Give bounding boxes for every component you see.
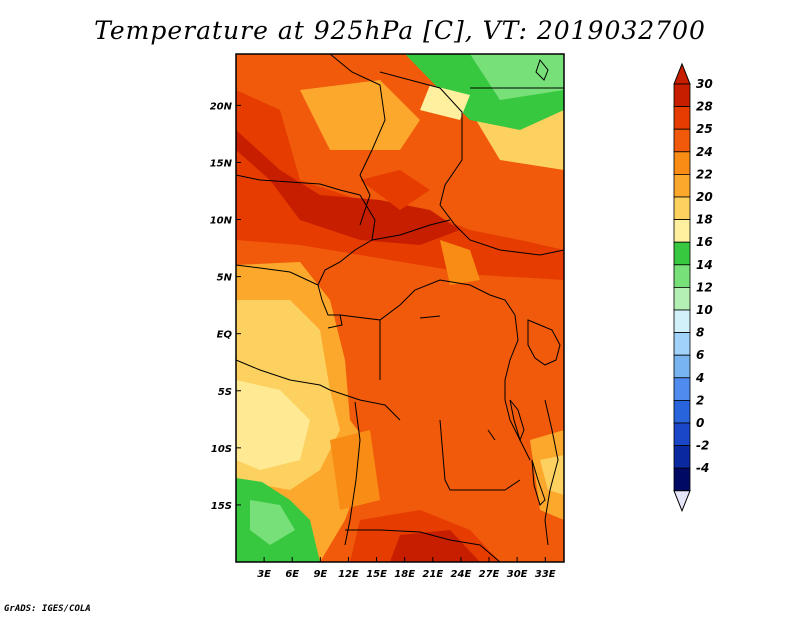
colorbar-swatch — [673, 83, 691, 108]
lat-tick-label: EQ — [217, 330, 233, 341]
longitude-axis: 3E 6E 9E 12E 15E 18E 21E 24E 27E 30E 33E — [257, 557, 556, 580]
colorbar-swatch — [673, 106, 691, 130]
colorbar-label: -4 — [696, 461, 709, 475]
colorbar-label: 14 — [696, 258, 713, 272]
colorbar-swatch — [673, 309, 691, 334]
colorbar-label: 0 — [696, 416, 704, 430]
colorbar-label: 2 — [696, 393, 704, 407]
colorbar-label: 20 — [696, 190, 713, 204]
lat-tick-label: 10N — [210, 216, 233, 227]
lon-tick-label: 27E — [479, 569, 500, 580]
map-title: Temperature at 925hPa [C], VT: 201903270… — [94, 16, 706, 45]
lat-tick-label: 5N — [217, 273, 233, 284]
colorbar-top-arrow — [673, 62, 691, 85]
lon-tick-label: 30E — [507, 569, 528, 580]
lon-tick-label: 6E — [285, 569, 299, 580]
colorbar-swatch — [673, 128, 691, 153]
colorbar-label: 22 — [696, 167, 713, 181]
lon-tick-label: 24E — [451, 569, 472, 580]
grads-credit: GrADS: IGES/COLA — [4, 604, 91, 614]
colorbar-swatch — [673, 151, 691, 175]
lat-tick-label: 15N — [210, 158, 233, 169]
lon-tick-label: 15E — [366, 569, 387, 580]
colorbar-label: 4 — [695, 371, 704, 385]
country-borders — [235, 53, 565, 563]
colorbar-label: 18 — [696, 213, 713, 227]
colorbar-swatch — [673, 399, 691, 424]
colorbar-swatch — [673, 332, 691, 356]
lon-tick-label: 12E — [338, 569, 359, 580]
colorbar-swatch — [673, 467, 691, 492]
colorbar-bottom-arrow — [673, 490, 691, 513]
lon-tick-label: 9E — [313, 569, 327, 580]
colorbar-swatch — [673, 422, 691, 447]
colorbar-label: 8 — [696, 326, 704, 340]
lon-tick-label: 33E — [535, 569, 556, 580]
lon-tick-label: 18E — [394, 569, 415, 580]
lon-tick-label: 3E — [257, 569, 271, 580]
colorbar-label: 24 — [696, 145, 713, 159]
colorbar-swatch — [673, 377, 691, 401]
lat-tick-label: 20N — [210, 101, 233, 112]
colorbar-label: 25 — [696, 122, 713, 136]
colorbar-swatch — [673, 196, 691, 221]
colorbar-label: 28 — [696, 100, 713, 114]
colorbar-swatch — [673, 445, 691, 469]
lat-tick-label: 5S — [218, 387, 232, 398]
colorbar-swatch — [673, 286, 691, 311]
colorbar-swatch — [673, 173, 691, 198]
colorbar-label: -2 — [696, 439, 709, 453]
colorbar-label: 10 — [696, 303, 713, 317]
map-frame — [235, 53, 565, 563]
lon-tick-label: 21E — [422, 569, 443, 580]
latitude-axis: 20N 15N 10N 5N EQ 5S 10S 15S — [210, 101, 241, 512]
colorbar-label: 12 — [696, 280, 713, 294]
temperature-field — [236, 54, 564, 562]
colorbar-label: 6 — [696, 348, 704, 362]
colorbar-label: 16 — [696, 235, 713, 249]
colorbar-swatch — [673, 354, 691, 379]
colorbar-swatch — [673, 241, 691, 266]
colorbar-label: 30 — [696, 77, 713, 91]
colorbar-swatch — [673, 219, 691, 243]
lat-tick-label: 15S — [211, 501, 232, 512]
colorbar-swatch — [673, 264, 691, 288]
lakes — [419, 58, 561, 506]
lat-tick-label: 10S — [211, 444, 232, 455]
